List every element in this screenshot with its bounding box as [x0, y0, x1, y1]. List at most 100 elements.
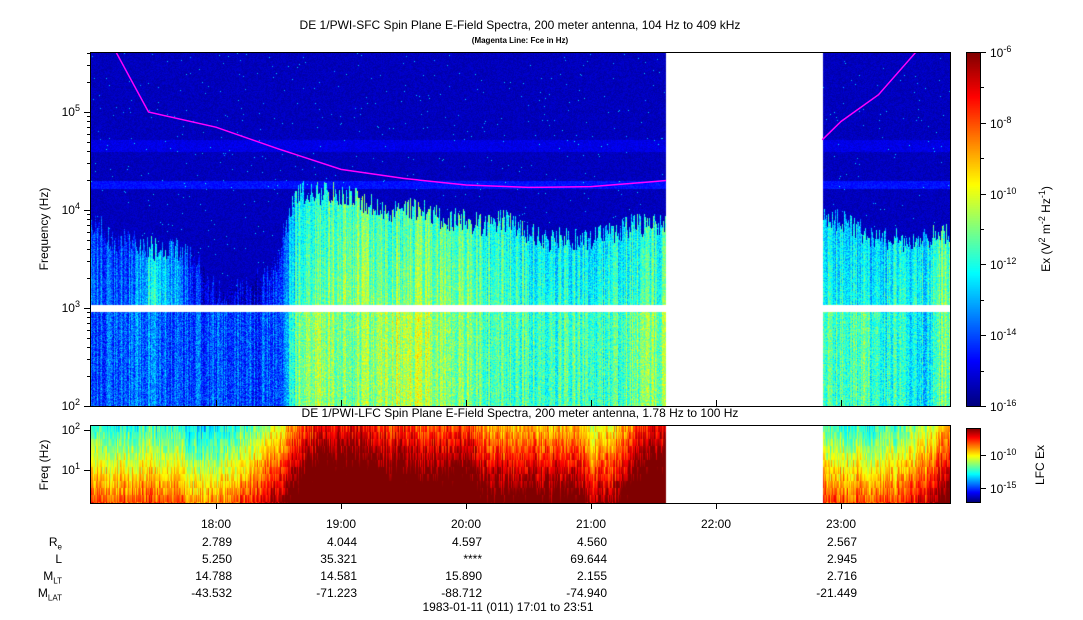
sfc-y-minor-tick	[87, 52, 90, 54]
colorbar-tick	[980, 335, 986, 337]
sfc-colorbar	[966, 52, 980, 406]
ephemeris-row-label: Re	[48, 535, 62, 552]
lfc-y-label: Freq (Hz)	[37, 439, 51, 491]
colorbar-minor-tick	[980, 370, 984, 372]
lfc-colorbar-tick	[980, 488, 986, 490]
ephemeris-value: 2.945	[826, 552, 857, 566]
time-tick	[591, 503, 592, 509]
sfc-y-minor-tick	[87, 278, 90, 280]
time-tick	[716, 503, 717, 509]
fce-line-segment	[821, 52, 917, 141]
time-tick	[341, 503, 342, 509]
ephemeris-value: -43.532	[191, 586, 232, 600]
lfc-colorbar-tick-label: 10-10	[990, 446, 1017, 463]
lfc-colorbar-tick-label: 10-15	[990, 480, 1017, 497]
ephemeris-value: 5.250	[201, 552, 232, 566]
ephemeris-row-label: MLAT	[37, 586, 62, 603]
colorbar-tick	[980, 122, 986, 124]
lfc-y-tick-label: 102	[61, 421, 80, 437]
sfc-y-minor-tick	[87, 163, 90, 165]
time-tick-label: 18:00	[200, 517, 232, 531]
ephemeris-value: 2.567	[826, 535, 857, 549]
colorbar-tick-label: 10-16	[990, 398, 1017, 414]
sfc-y-minor-tick	[87, 231, 90, 233]
sfc-y-tick	[84, 210, 90, 211]
colorbar-minor-tick	[980, 229, 984, 230]
sfc-subtitle: (Magenta Line: Fce in Hz)	[471, 36, 569, 45]
time-tick-label: 21:00	[575, 517, 607, 531]
time-tick-label: 23:00	[825, 517, 857, 531]
sfc-y-minor-tick	[87, 141, 90, 143]
sfc-title: DE 1/PWI-SFC Spin Plane E-Field Spectra,…	[299, 18, 741, 32]
ephemeris-row-label: L	[55, 552, 62, 566]
ephemeris-value: 2.789	[201, 535, 232, 549]
sfc-y-minor-tick	[87, 127, 90, 129]
lfc-colorbar	[966, 428, 980, 502]
fce-line-segment	[115, 52, 667, 189]
sfc-y-minor-tick	[87, 337, 90, 339]
sfc-y-minor-tick	[87, 116, 90, 118]
cb-label-part: )	[1039, 186, 1053, 191]
sfc-y-label: Frequency (Hz)	[37, 187, 51, 271]
colorbar-minor-tick	[980, 299, 984, 301]
colorbar-tick-label: 10-12	[990, 256, 1017, 273]
sfc-y-tick-label: 102	[61, 397, 80, 413]
sfc-y-minor-tick	[87, 133, 90, 135]
ephemeris-value: 14.788	[195, 569, 232, 583]
ephemeris-value: 14.581	[320, 569, 357, 583]
sfc-y-minor-tick	[87, 261, 90, 263]
sfc-y-minor-tick	[87, 312, 90, 314]
sfc-y-tick	[84, 112, 90, 113]
sfc-y-minor-tick	[87, 323, 90, 325]
time-tick	[466, 503, 467, 509]
time-tick-label: 19:00	[325, 517, 357, 531]
ephemeris-value: -88.712	[441, 586, 482, 600]
ephemeris-value: 4.044	[326, 535, 357, 549]
sfc-y-minor-tick	[87, 219, 90, 221]
sfc-y-minor-tick	[87, 248, 90, 250]
sfc-y-tick	[84, 406, 90, 407]
time-tick	[841, 503, 842, 509]
colorbar-tick	[980, 52, 986, 53]
time-tick	[716, 400, 717, 406]
time-tick	[591, 400, 592, 406]
ephemeris-value: -74.940	[566, 586, 607, 600]
colorbar-tick	[980, 264, 986, 266]
colorbar-tick-label: 10-10	[990, 185, 1017, 202]
sfc-y-minor-tick	[87, 180, 90, 182]
ephemeris-value: 4.560	[576, 535, 607, 549]
cb-label-sup: -1	[1037, 190, 1047, 199]
ephemeris-value: 2.716	[826, 569, 857, 583]
time-tick	[841, 400, 842, 406]
time-tick	[341, 400, 342, 406]
date-caption: 1983-01-11 (011) 17:01 to 23:51	[422, 600, 594, 614]
lfc-y-tick	[84, 470, 90, 471]
sfc-y-minor-tick	[87, 329, 90, 331]
ephemeris-value: 15.890	[445, 569, 482, 583]
ephemeris-value: -71.223	[316, 586, 357, 600]
sfc-y-minor-tick	[87, 150, 90, 152]
sfc-y-minor-tick	[87, 359, 90, 361]
ephemeris-value: 69.644	[570, 552, 607, 566]
ephemeris-value: ****	[463, 552, 482, 566]
sfc-y-minor-tick	[87, 239, 90, 241]
colorbar-tick	[980, 193, 986, 195]
lfc-title: DE 1/PWI-LFC Spin Plane E-Field Spectra,…	[301, 406, 739, 420]
sfc-y-minor-tick	[87, 121, 90, 123]
lfc-spectrogram	[90, 425, 950, 503]
sfc-y-tick-label: 105	[61, 103, 80, 119]
cb-label-sup: -2	[1037, 216, 1047, 225]
time-tick	[466, 400, 467, 406]
sfc-y-minor-tick	[87, 317, 90, 319]
colorbar-minor-tick	[980, 87, 984, 89]
cb-label-part: m	[1039, 224, 1053, 238]
cb-label-sup: 2	[1037, 237, 1047, 243]
time-tick	[216, 503, 217, 509]
sfc-y-minor-tick	[87, 214, 90, 216]
sfc-y-minor-tick	[87, 376, 90, 378]
colorbar-minor-tick	[980, 158, 984, 160]
sfc-y-tick-label: 104	[61, 201, 80, 217]
sfc-y-minor-tick	[87, 82, 90, 84]
sfc-y-minor-tick	[87, 346, 90, 348]
